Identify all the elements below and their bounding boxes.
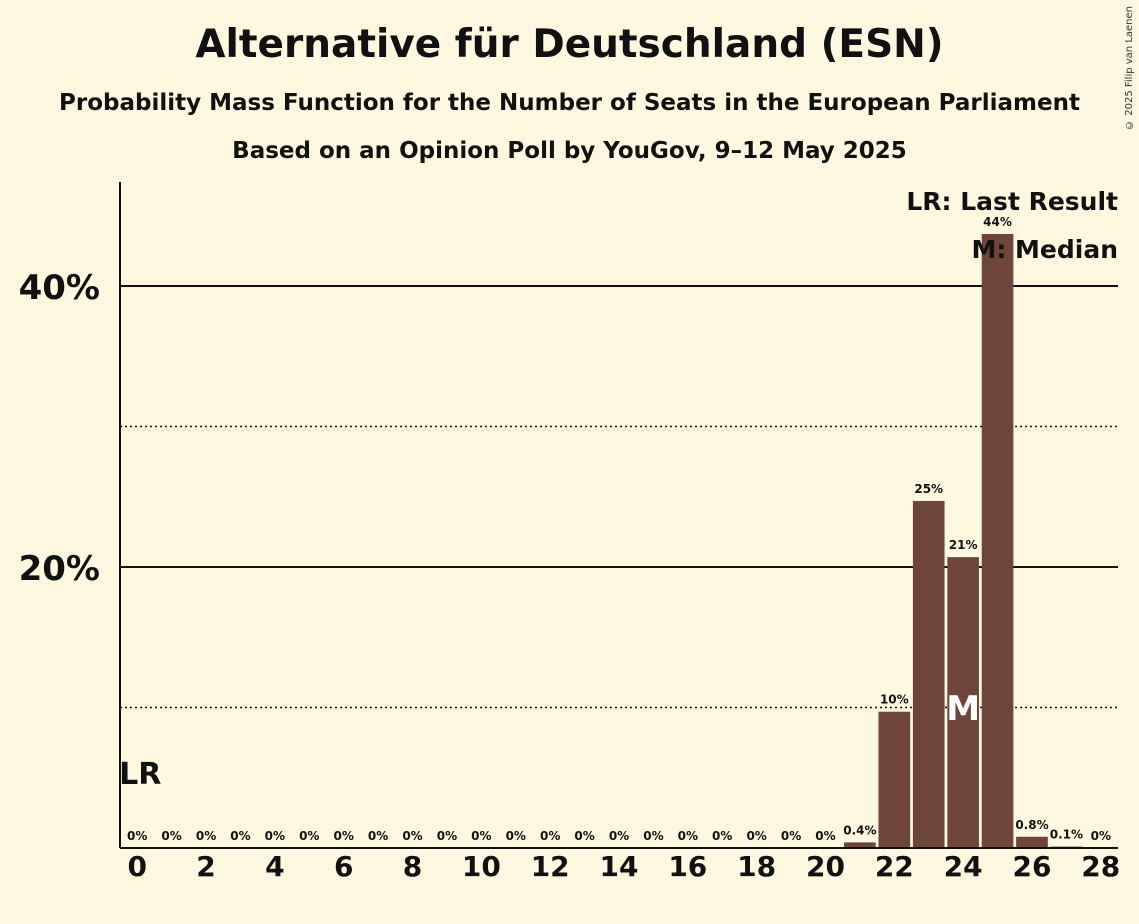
- bar: [981, 233, 1014, 849]
- y-tick-label: 40%: [19, 268, 100, 308]
- data-label: 0%: [506, 829, 526, 843]
- data-label: 0%: [299, 829, 319, 843]
- x-tick-label: 4: [265, 850, 284, 883]
- data-label: 0%: [196, 829, 216, 843]
- data-label: 0%: [161, 829, 181, 843]
- x-tick-label: 18: [737, 850, 776, 883]
- x-tick-label: 0: [127, 850, 146, 883]
- data-label: 0%: [265, 829, 285, 843]
- data-label: 0%: [609, 829, 629, 843]
- x-tick-label: 26: [1012, 850, 1051, 883]
- data-label: 0%: [574, 829, 594, 843]
- x-tick-label: 2: [196, 850, 215, 883]
- x-tick-label: 12: [531, 850, 570, 883]
- x-tick-label: 10: [462, 850, 501, 883]
- bar: [1016, 836, 1048, 848]
- data-label: 21%: [949, 538, 978, 552]
- data-label: 0%: [712, 829, 732, 843]
- data-label: 0%: [815, 829, 835, 843]
- data-label: 0%: [471, 829, 491, 843]
- x-tick-label: 8: [403, 850, 422, 883]
- legend-entry: LR: Last Result: [906, 187, 1118, 216]
- data-label: 0.1%: [1050, 828, 1083, 842]
- data-labels: 0% 0% 0% 0% 0% 0% 0% 0% 0% 0% 0% 0% 0% 0% 0% 0% 0% 0% 0% 0%…: [119, 215, 1111, 843]
- axes: 20%40%0 2 4 6 8 10 12 14 16 18 20 22 24 26 28: [19, 182, 1120, 883]
- bar: [878, 711, 911, 848]
- chart-subtitle: Probability Mass Function for the Number…: [59, 90, 1080, 116]
- bar: [947, 557, 979, 848]
- chart-source: Based on an Opinion Poll by YouGov, 9–12…: [232, 138, 907, 164]
- data-label: 25%: [914, 482, 943, 496]
- x-tick-label: 14: [600, 850, 639, 883]
- x-tick-label: 20: [806, 850, 845, 883]
- legend: LR: Last Result M: Median: [906, 187, 1118, 264]
- x-tick-label: 24: [944, 850, 983, 883]
- x-tick-label: 22: [875, 850, 914, 883]
- data-label: 0%: [643, 829, 663, 843]
- data-label: 0%: [127, 829, 147, 843]
- legend-entry: M: Median: [971, 235, 1118, 264]
- data-label: 44%: [983, 215, 1012, 229]
- data-label: 0%: [334, 829, 354, 843]
- data-label: 10%: [880, 693, 909, 707]
- x-tick-label: 28: [1081, 850, 1120, 883]
- x-tick-label: 6: [334, 850, 353, 883]
- last-result-marker: LR: [119, 757, 161, 792]
- bar: [844, 842, 876, 848]
- data-label: 0%: [678, 829, 698, 843]
- data-label: 0%: [1091, 829, 1111, 843]
- bars: [844, 233, 1083, 849]
- data-label: 0%: [230, 829, 250, 843]
- data-label: 0%: [746, 829, 766, 843]
- data-label: 0%: [781, 829, 801, 843]
- data-label: 0.4%: [843, 823, 876, 837]
- chart-title: Alternative für Deutschland (ESN): [195, 22, 944, 67]
- y-tick-label: 20%: [19, 549, 100, 589]
- data-label: 0%: [368, 829, 388, 843]
- x-tick-label: 16: [668, 850, 707, 883]
- data-label: 0.8%: [1015, 818, 1048, 832]
- bar: [912, 500, 945, 848]
- data-label: 0%: [437, 829, 457, 843]
- data-label: 0%: [540, 829, 560, 843]
- median-marker: M: [946, 689, 980, 729]
- data-label: 0%: [402, 829, 422, 843]
